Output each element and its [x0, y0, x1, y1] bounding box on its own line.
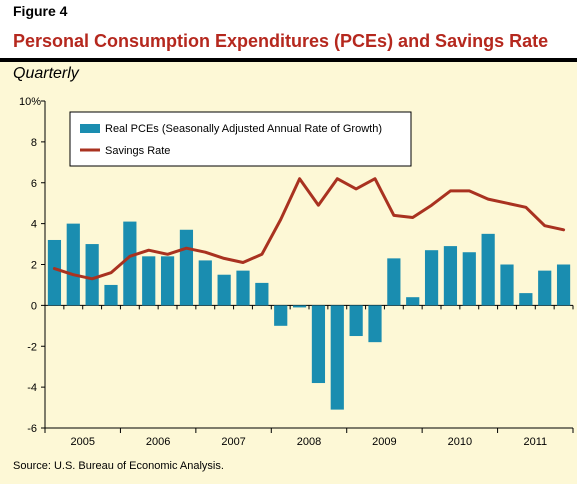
x-year-label: 2011: [523, 436, 547, 448]
pce-bar: [255, 282, 269, 306]
savings-rate-point: [72, 273, 75, 276]
pce-bar: [556, 264, 571, 306]
legend-box: [69, 111, 412, 167]
x-year-label: 2005: [70, 436, 94, 448]
legend-label-pce: Real PCEs (Seasonally Adjusted Annual Ra…: [105, 123, 382, 135]
pce-bar: [311, 305, 326, 384]
pce-bar: [274, 305, 288, 326]
pce-bar: [424, 250, 439, 306]
savings-rate-point: [147, 249, 150, 251]
savings-rate-point: [411, 216, 414, 219]
pce-bar: [160, 256, 175, 306]
x-year-label: 2009: [372, 436, 396, 448]
y-tick-label: -4: [27, 382, 37, 394]
pce-bar: [292, 305, 307, 308]
y-tick-label: 6: [31, 178, 37, 190]
pce-bar: [500, 264, 514, 306]
savings-rate-line: [52, 177, 566, 281]
savings-rate-point: [166, 253, 169, 256]
y-tick-label: 0: [31, 300, 37, 312]
pce-bar: [66, 223, 80, 306]
legend-label-savings: Savings Rate: [105, 145, 170, 157]
savings-rate-point: [317, 204, 320, 207]
savings-rate-point: [430, 204, 433, 207]
pce-bar: [179, 229, 194, 306]
pce-bar: [104, 284, 118, 306]
pce-bar: [349, 305, 363, 337]
savings-rate-point: [336, 177, 339, 180]
savings-rate-point: [110, 271, 112, 274]
pce-bar: [47, 239, 62, 306]
savings-rate-point: [242, 261, 244, 264]
savings-rate-point: [298, 177, 301, 180]
pce-bar: [85, 244, 99, 306]
x-year-label: 2010: [448, 436, 472, 448]
savings-rate-point: [261, 253, 263, 256]
x-year-label: 2007: [221, 436, 245, 448]
savings-rate-point: [562, 228, 565, 231]
y-tick-label: 10%: [19, 96, 41, 108]
pce-bar: [142, 256, 156, 306]
pce-bar: [406, 297, 420, 306]
savings-rate-point: [525, 206, 527, 209]
savings-rate-point: [53, 267, 56, 270]
savings-rate-point: [279, 218, 282, 221]
pce-bar: [123, 221, 137, 306]
pce-bar: [462, 252, 476, 306]
source-note: Source: U.S. Bureau of Economic Analysis…: [13, 460, 224, 472]
pce-bar: [387, 258, 401, 306]
savings-rate-point: [355, 188, 357, 190]
savings-rate-point: [449, 190, 452, 192]
savings-rate-point: [185, 247, 188, 249]
savings-rate-point: [468, 190, 471, 192]
pce-bar: [481, 233, 495, 306]
savings-rate-point: [543, 224, 546, 227]
legend-swatch-bars: [80, 124, 100, 133]
chart-subtitle: Quarterly: [13, 65, 79, 82]
pce-bar: [443, 246, 458, 306]
y-tick-label: -2: [27, 341, 37, 353]
savings-rate-point: [506, 202, 508, 204]
savings-rate-point: [223, 257, 225, 260]
savings-rate-point: [129, 255, 131, 258]
savings-rate-point: [374, 177, 376, 180]
y-tick-label: 8: [31, 137, 37, 149]
pce-bar: [519, 293, 533, 306]
pce-bar: [217, 274, 231, 306]
x-year-label: 2006: [146, 436, 170, 448]
figure-label: Figure 4: [13, 3, 68, 19]
savings-rate-point: [393, 214, 395, 217]
pce-bar: [198, 260, 212, 306]
y-tick-label: 2: [31, 260, 37, 272]
pce-bar: [368, 305, 382, 343]
savings-rate-point: [204, 251, 207, 254]
x-year-label: 2008: [297, 436, 321, 448]
y-tick-label: 4: [31, 219, 37, 231]
savings-rate-point: [487, 198, 489, 200]
chart-title: Personal Consumption Expenditures (PCEs)…: [13, 31, 549, 51]
pce-bar: [538, 270, 552, 306]
pce-bar: [330, 305, 344, 410]
savings-rate-point: [91, 278, 93, 280]
pce-bar: [236, 270, 250, 306]
y-tick-label: -6: [27, 423, 37, 435]
title-divider: [0, 58, 577, 62]
